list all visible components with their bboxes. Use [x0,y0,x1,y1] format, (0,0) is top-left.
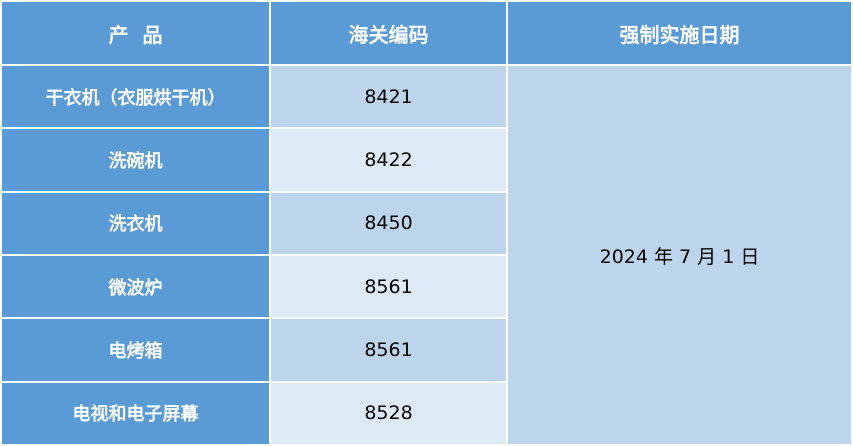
product-cell: 干衣机（衣服烘干机） [0,63,271,130]
hs-code-cell: 8561 [269,253,508,320]
product-cell: 电视和电子屏幕 [0,380,271,446]
hs-code-cell: 8528 [269,380,508,446]
header-hs-code: 海关编码 [269,0,508,66]
header-date: 强制实施日期 [506,0,853,66]
product-cell: 微波炉 [0,253,271,320]
table-row: 电视和电子屏幕 8528 [0,380,852,446]
table-row: 干衣机（衣服烘干机） 8421 2024 年 7 月 1 日 [0,63,853,446]
table-row: 电烤箱 8561 [0,317,852,383]
hs-code-cell: 8450 [269,190,508,256]
hs-code-cell: 8561 [269,317,508,383]
table-row: 微波炉 8561 [0,253,852,320]
hs-code-cell: 8422 [269,127,508,193]
product-cell: 洗衣机 [0,190,271,256]
product-cell: 洗碗机 [0,127,271,193]
header-row: 产 品 海关编码 强制实施日期 [0,0,853,66]
table-row: 洗衣机 8450 [0,190,852,256]
table-row: 洗碗机 8422 [0,127,852,193]
effective-date-cell: 2024 年 7 月 1 日 [506,64,853,446]
product-cell: 电烤箱 [0,317,271,383]
hs-code-cell: 8421 [269,63,508,130]
header-product: 产 品 [0,0,271,66]
